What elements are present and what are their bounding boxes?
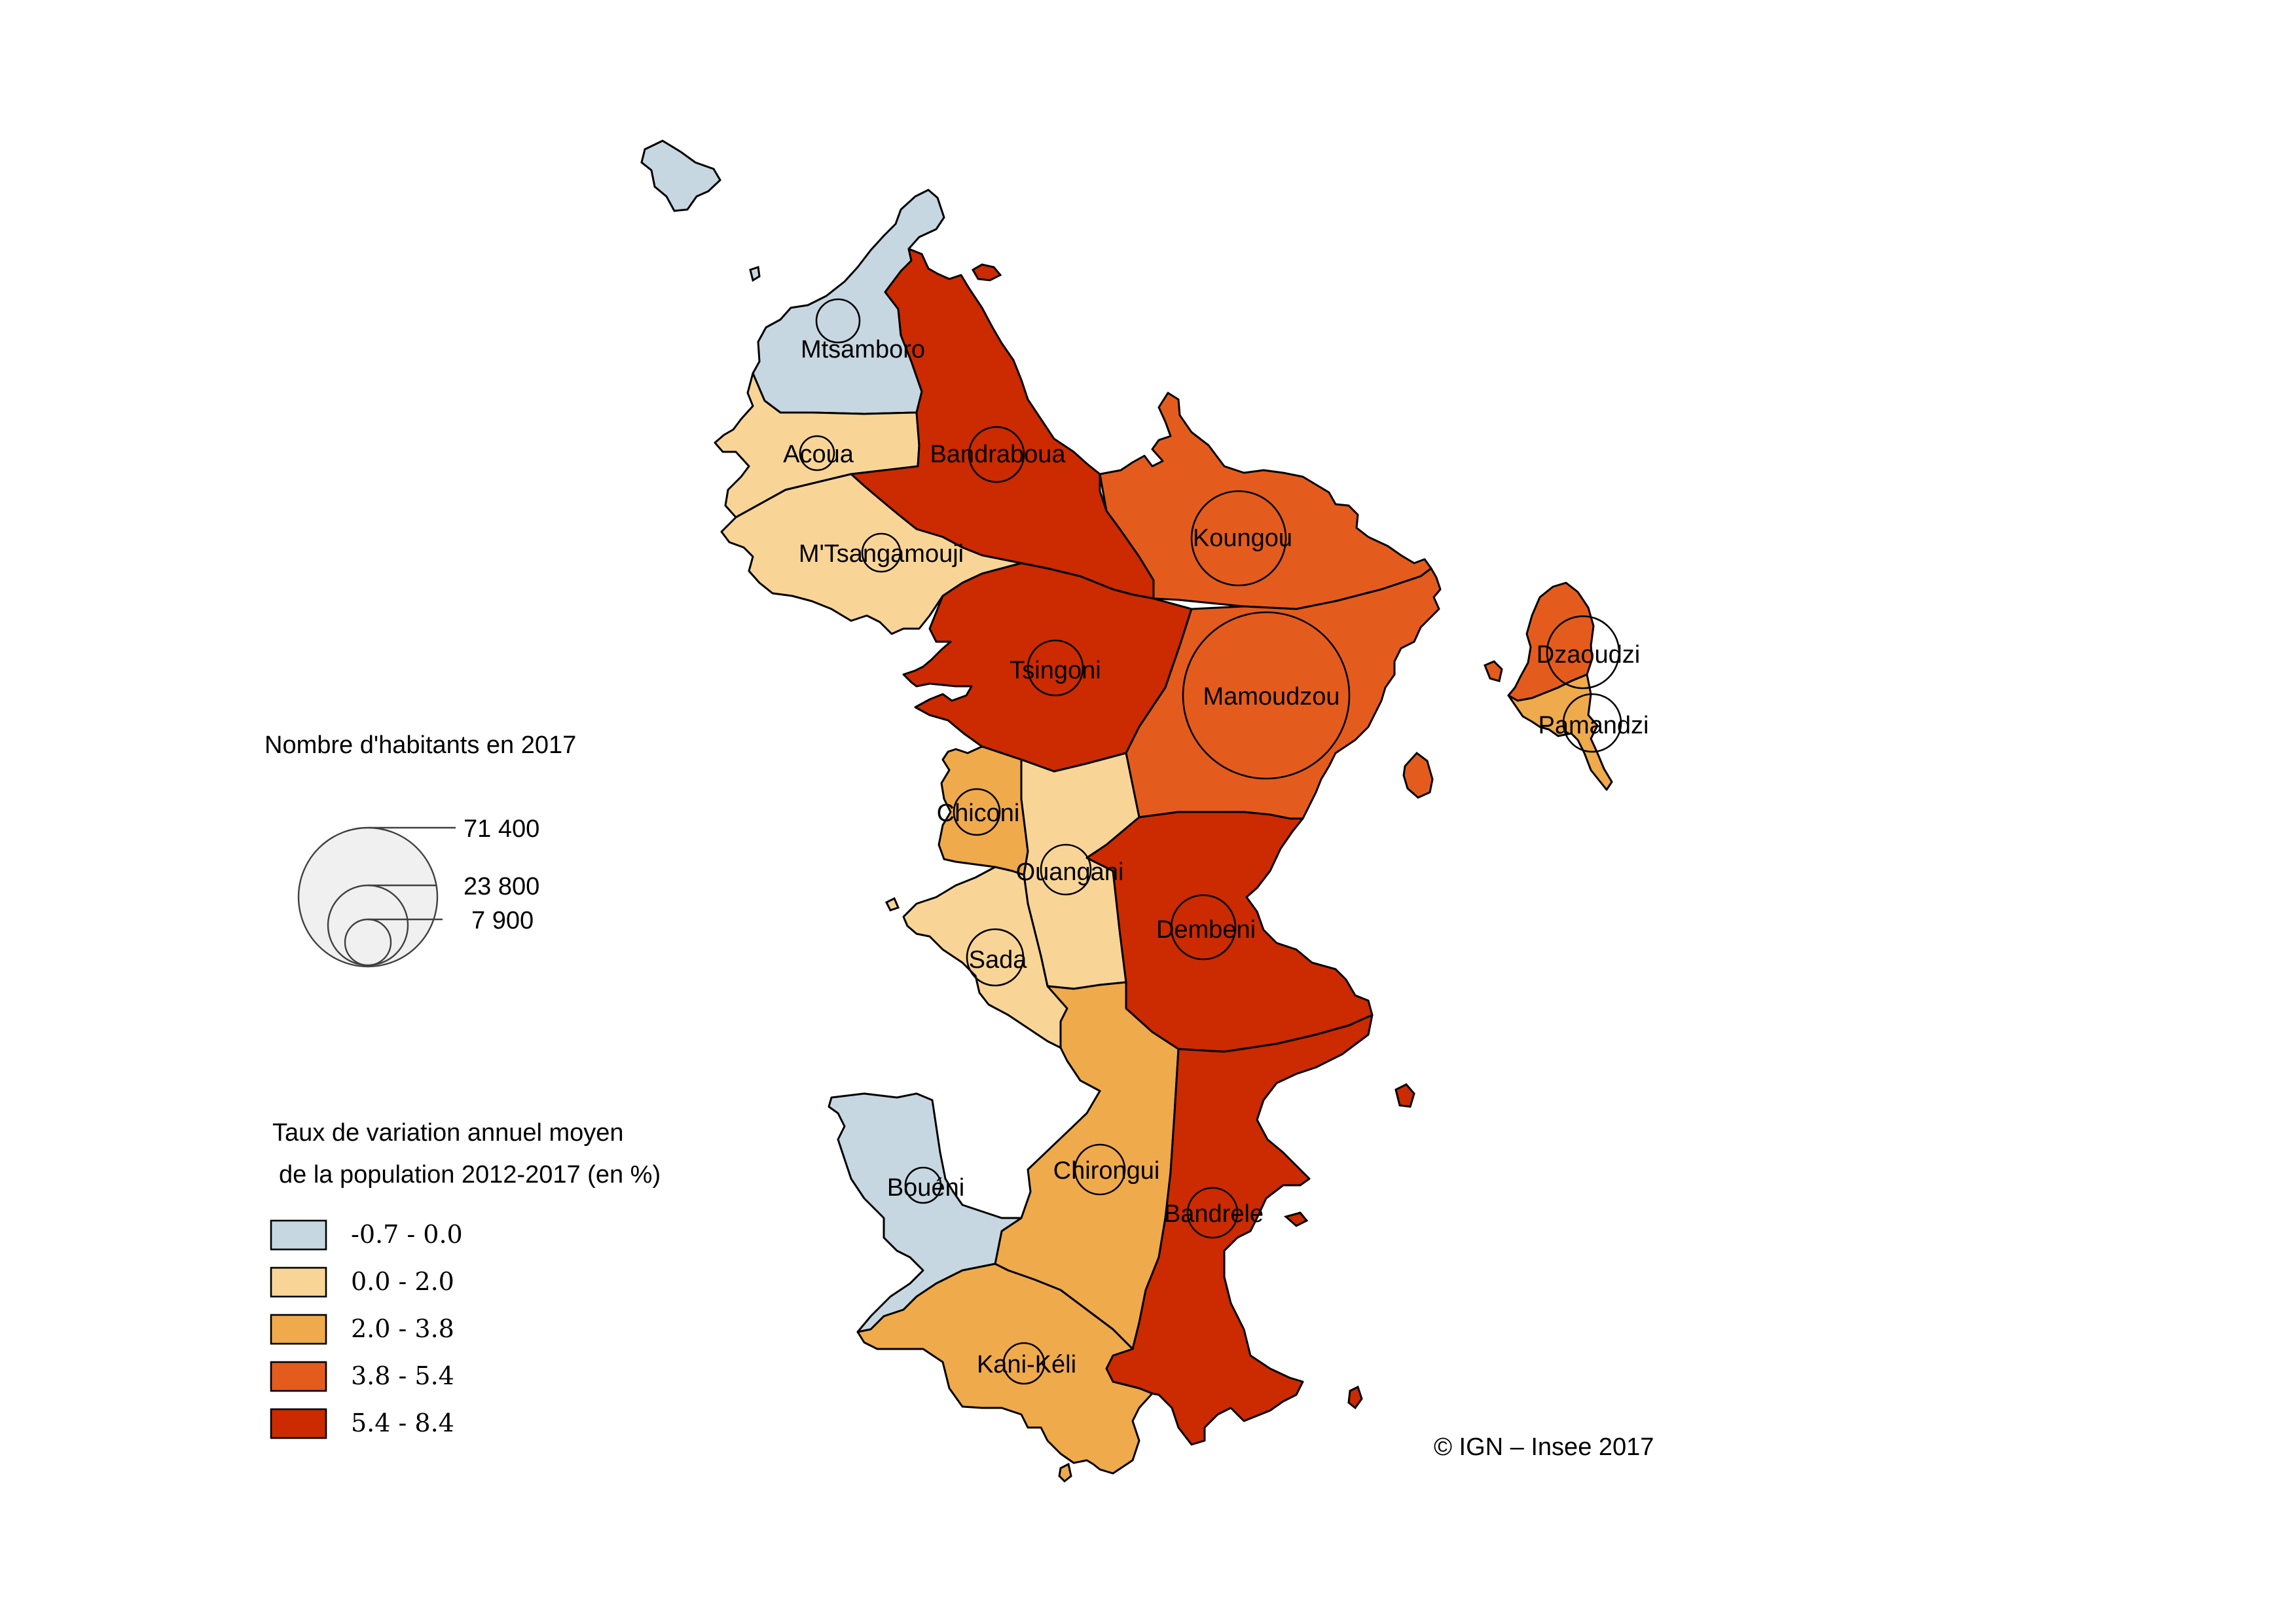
islet-bandrele-east (1283, 1211, 1309, 1227)
pop-circle-koungou (1190, 490, 1287, 587)
label-mtsamboro: Mtsamboro (801, 336, 925, 363)
islet-west-chiconi (884, 896, 900, 912)
legend-label-class-2: 0.0 - 2.0 (351, 1267, 454, 1296)
legend-label-class-3: 2.0 - 3.8 (351, 1314, 454, 1343)
label-dzaoudzi: Dzaoudzi (1537, 641, 1640, 669)
legend-label-class-5: 5.4 - 8.4 (351, 1409, 454, 1437)
legend-label-class-4: 3.8 - 5.4 (351, 1361, 454, 1390)
label-ouangani: Ouangani (1016, 858, 1124, 886)
islet-south (1058, 1462, 1072, 1483)
pop-circle-mtsamboro (815, 298, 861, 344)
label-boueni: Bouéni (887, 1174, 964, 1202)
legend-swatch-class-3 (270, 1314, 327, 1345)
islet-ne-koungou (971, 263, 1002, 282)
pop-circle-kani-keli (1002, 1342, 1046, 1385)
pop-circle-bandraboua (968, 426, 1025, 483)
commune-pamandzi[interactable] (1507, 673, 1613, 791)
label-acoua: Acoua (783, 441, 854, 468)
label-kani-keli: Kani-Kéli (977, 1351, 1076, 1378)
commune-koungou[interactable] (1099, 392, 1432, 610)
credit-text: © IGN – Insee 2017 (1434, 1433, 1654, 1461)
pop-circle-mtsangamouji (861, 532, 902, 573)
label-dembeni: Dembeni (1156, 916, 1256, 944)
pop-circle-pamandzi (1562, 693, 1622, 753)
pop-circle-dembeni (1170, 894, 1237, 961)
pop-circle-chiconi (953, 788, 1001, 836)
pop-circle-tsingoni (1027, 639, 1084, 697)
pop-circle-ouangani (1040, 843, 1092, 896)
size-legend-title: Nombre d'habitants en 2017 (264, 731, 576, 759)
size-legend-circle-small (344, 918, 392, 967)
label-mamoudzou: Mamoudzou (1203, 683, 1339, 710)
color-legend-title-line2: de la population 2012-2017 (en %) (279, 1161, 661, 1189)
pop-circle-acoua (799, 435, 835, 471)
color-legend: Taux de variation annuel moyen de la pop… (270, 1119, 661, 1439)
pop-circle-sada (966, 928, 1025, 987)
legend-swatch-class-1 (270, 1219, 327, 1251)
size-legend: Nombre d'habitants en 2017 71 400 23 800… (264, 731, 576, 968)
islet-east-mamoudzou (1402, 751, 1434, 799)
legend-swatch-class-2 (270, 1266, 327, 1298)
pop-circle-chirongui (1074, 1143, 1126, 1196)
pop-circle-mamoudzou (1182, 611, 1351, 780)
islet-north (640, 139, 721, 212)
label-pamandzi: Pamandzi (1539, 712, 1649, 739)
commune-chiconi[interactable] (938, 745, 1029, 876)
label-tsingoni: Tsingoni (1010, 657, 1101, 684)
size-legend-value-small: 7 900 (471, 907, 534, 934)
size-legend-value-large: 71 400 (464, 815, 539, 843)
size-legend-value-medium: 23 800 (464, 873, 539, 900)
legend-swatch-class-5 (270, 1408, 327, 1439)
pop-circle-dzaoudzi (1546, 615, 1620, 690)
commune-acoua[interactable] (714, 372, 920, 519)
label-bandrele: Bandrele (1164, 1200, 1264, 1228)
label-chirongui: Chirongui (1053, 1157, 1160, 1185)
label-chiconi: Chiconi (937, 800, 1020, 827)
commune-mtsangamouji[interactable] (720, 473, 1023, 635)
color-legend-title-line1: Taux de variation annuel moyen (272, 1119, 624, 1147)
islet-south-east (1347, 1385, 1363, 1410)
legend-swatch-class-4 (270, 1361, 327, 1392)
legend-label-class-1: -0.7 - 0.0 (351, 1220, 463, 1249)
pop-circle-boueni (904, 1166, 942, 1204)
pop-circle-bandrele (1186, 1187, 1239, 1239)
islet-southeast (1394, 1083, 1415, 1108)
label-sada: Sada (969, 946, 1028, 974)
islet-dzaoudzi-west (1484, 660, 1503, 682)
islet-small-nw (749, 266, 761, 282)
label-mtsangamouji: M'Tsangamouji (799, 540, 964, 568)
label-koungou: Koungou (1193, 525, 1292, 552)
label-bandraboua: Bandraboua (930, 441, 1066, 468)
